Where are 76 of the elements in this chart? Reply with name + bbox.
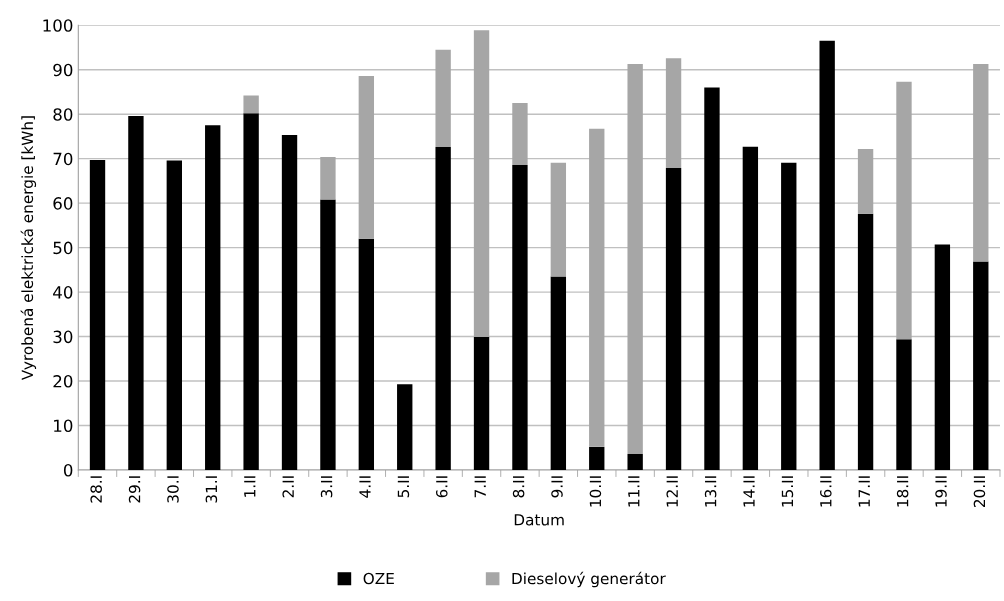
- bar: [243, 95, 259, 114]
- x-tick-label: 31.I: [205, 476, 218, 503]
- y-tick-label: 100: [43, 19, 73, 32]
- y-tick-label: 60: [53, 197, 73, 210]
- bar: [320, 199, 336, 470]
- bar: [281, 135, 298, 470]
- x-tick-label: 13.II: [704, 476, 717, 507]
- bar: [166, 160, 182, 470]
- x-tick-label: 11.II: [628, 476, 640, 507]
- bar: [397, 384, 413, 470]
- bar: [358, 238, 375, 470]
- x-tick-label: 10.II: [589, 476, 602, 507]
- y-tick-label: 90: [53, 63, 73, 77]
- bar: [473, 30, 490, 337]
- x-tick-label: 16.II: [820, 476, 832, 507]
- x-axis-title: Datum: [514, 514, 564, 526]
- x-tick-label: 1.II: [244, 476, 256, 497]
- bar: [742, 146, 759, 470]
- x-tick-label: 12.II: [666, 476, 678, 507]
- bar: [973, 261, 989, 470]
- x-tick-label: 19.II: [935, 476, 947, 507]
- bar: [435, 147, 451, 470]
- y-tick-label: 20: [53, 375, 73, 388]
- bar: [589, 128, 605, 447]
- bar: [435, 49, 451, 148]
- x-tick-label: 29.I: [128, 476, 141, 503]
- y-tick-label: 80: [53, 108, 73, 121]
- y-tick-label: 40: [53, 286, 73, 299]
- bar: [819, 40, 835, 470]
- x-tick-label: 28.I: [90, 476, 102, 503]
- bar: [589, 446, 605, 470]
- y-tick-label: 50: [53, 241, 73, 255]
- y-tick-label: 0: [63, 463, 73, 477]
- x-tick-label: 3.II: [320, 476, 333, 498]
- bar: [781, 162, 797, 470]
- x-tick-label: 18.II: [896, 476, 909, 507]
- bar: [627, 63, 643, 454]
- bar: [550, 276, 567, 470]
- bar: [89, 160, 106, 470]
- bar: [973, 63, 989, 262]
- bar: [358, 75, 375, 239]
- legend-label: Dieselový generátor: [512, 571, 666, 588]
- x-tick-label: 5.II: [397, 476, 410, 498]
- bar: [243, 113, 259, 470]
- y-axis-title: Vyrobená elektrická energie [kWh]: [20, 116, 37, 381]
- bar: [896, 81, 912, 340]
- x-tick-label: 15.II: [781, 476, 794, 507]
- bar: [512, 164, 528, 470]
- bar: [512, 103, 528, 165]
- y-tick-label: 10: [54, 419, 73, 433]
- bar: [320, 156, 336, 200]
- x-tick-label: 9.II: [551, 476, 563, 498]
- bar: [665, 168, 682, 470]
- bar: [550, 162, 567, 277]
- bar: [857, 148, 874, 214]
- x-tick-label: 6.II: [436, 476, 448, 498]
- x-tick-label: 20.II: [973, 476, 986, 508]
- x-tick-label: 2.II: [282, 476, 294, 498]
- legend-label: OZE: [363, 572, 394, 585]
- bar: [704, 87, 720, 470]
- x-tick-label: 14.II: [743, 476, 755, 507]
- bar: [896, 339, 912, 470]
- x-tick-label: 4.II: [359, 476, 371, 498]
- bar: [128, 115, 144, 470]
- bar: [934, 244, 951, 470]
- bar: [857, 213, 874, 470]
- x-tick-label: 17.II: [858, 476, 870, 507]
- y-tick-label: 30: [53, 330, 73, 344]
- bar: [627, 453, 643, 470]
- bar: [205, 125, 221, 470]
- y-tick-label: 70: [53, 152, 73, 166]
- bar: [473, 337, 490, 470]
- x-tick-label: 8.II: [512, 476, 525, 498]
- bar: [665, 58, 682, 168]
- x-tick-label: 7.II: [474, 476, 486, 498]
- x-tick-label: 30.I: [167, 476, 179, 503]
